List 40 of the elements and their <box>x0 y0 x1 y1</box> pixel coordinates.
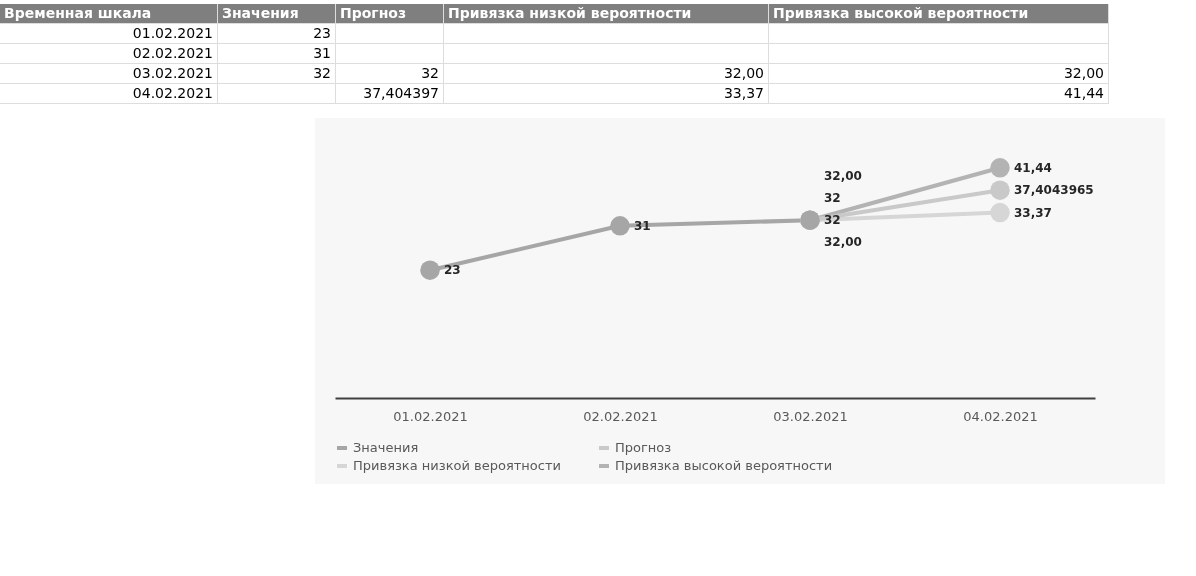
text: 32 <box>218 64 336 84</box>
legend-label: Значения <box>353 440 419 455</box>
data-label: 32 <box>824 213 841 228</box>
text: 04.02.2021 <box>0 84 218 104</box>
legend-label: Привязка низкой вероятности <box>353 458 561 473</box>
text: 32,00 <box>769 64 1109 84</box>
point <box>610 216 630 236</box>
data-label: 41,44 <box>1014 160 1052 175</box>
text: 03.02.2021 <box>0 64 218 84</box>
data-label: 37,4043965 <box>1014 183 1094 198</box>
point <box>990 180 1010 200</box>
data-label: 23 <box>444 263 461 278</box>
data-label: 33,37 <box>1014 205 1052 220</box>
x-tick-label: 04.02.2021 <box>963 408 1038 424</box>
legend-label: Прогноз <box>615 440 672 455</box>
legend-label: Привязка высокой вероятности <box>615 458 833 473</box>
data-label: 32 <box>824 191 841 206</box>
data-label: 32,00 <box>824 169 862 184</box>
text: 01.02.2021 <box>0 24 218 44</box>
x-tick-label: 03.02.2021 <box>773 408 848 424</box>
text: 32 <box>336 64 444 84</box>
text: 23 <box>218 24 336 44</box>
point <box>990 158 1010 178</box>
text: 31 <box>218 44 336 64</box>
text: 02.02.2021 <box>0 44 218 64</box>
text: Значения <box>218 4 336 24</box>
text: 33,37 <box>444 84 769 104</box>
x-tick-label: 01.02.2021 <box>393 408 468 424</box>
point <box>420 260 440 280</box>
data-label: 32,00 <box>824 235 862 250</box>
point <box>990 202 1010 223</box>
x-tick-label: 02.02.2021 <box>583 408 658 424</box>
text: 32,00 <box>444 64 769 84</box>
text: Привязка низкой вероятности <box>444 4 769 24</box>
text: 41,44 <box>769 84 1109 104</box>
text: Прогноз <box>336 4 444 24</box>
data-label: 31 <box>634 218 651 233</box>
text: Привязка высокой вероятности <box>769 4 1109 24</box>
text: 37,404397 <box>336 84 444 104</box>
text: Временная шкала <box>0 4 218 24</box>
